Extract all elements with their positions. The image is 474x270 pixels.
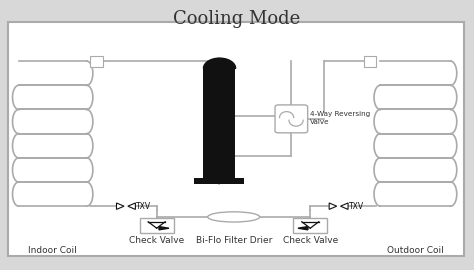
Text: TXV: TXV [349,202,364,211]
Text: TXV: TXV [137,202,152,211]
Bar [8,22,464,256]
Text: Check Valve: Check Valve [129,236,184,245]
Text: Outdoor Coil: Outdoor Coil [387,245,444,255]
Text: Cooling Mode: Cooling Mode [173,10,301,28]
Bar [203,68,235,178]
Text: Bi-Flo Filter Drier: Bi-Flo Filter Drier [195,236,272,245]
Bar [91,56,103,66]
FancyBboxPatch shape [275,105,308,133]
Polygon shape [298,227,308,230]
Bar [364,56,376,66]
Polygon shape [117,203,124,210]
Bar [194,178,244,184]
Bar [140,218,173,233]
Polygon shape [159,227,169,230]
Polygon shape [329,203,337,210]
Ellipse shape [208,212,260,222]
Text: 4-Way Reversing
Valve: 4-Way Reversing Valve [310,110,370,124]
Polygon shape [340,203,348,210]
Text: Indoor Coil: Indoor Coil [28,245,77,255]
Polygon shape [128,203,136,210]
Bar [293,218,327,233]
Text: Check Valve: Check Valve [283,236,338,245]
